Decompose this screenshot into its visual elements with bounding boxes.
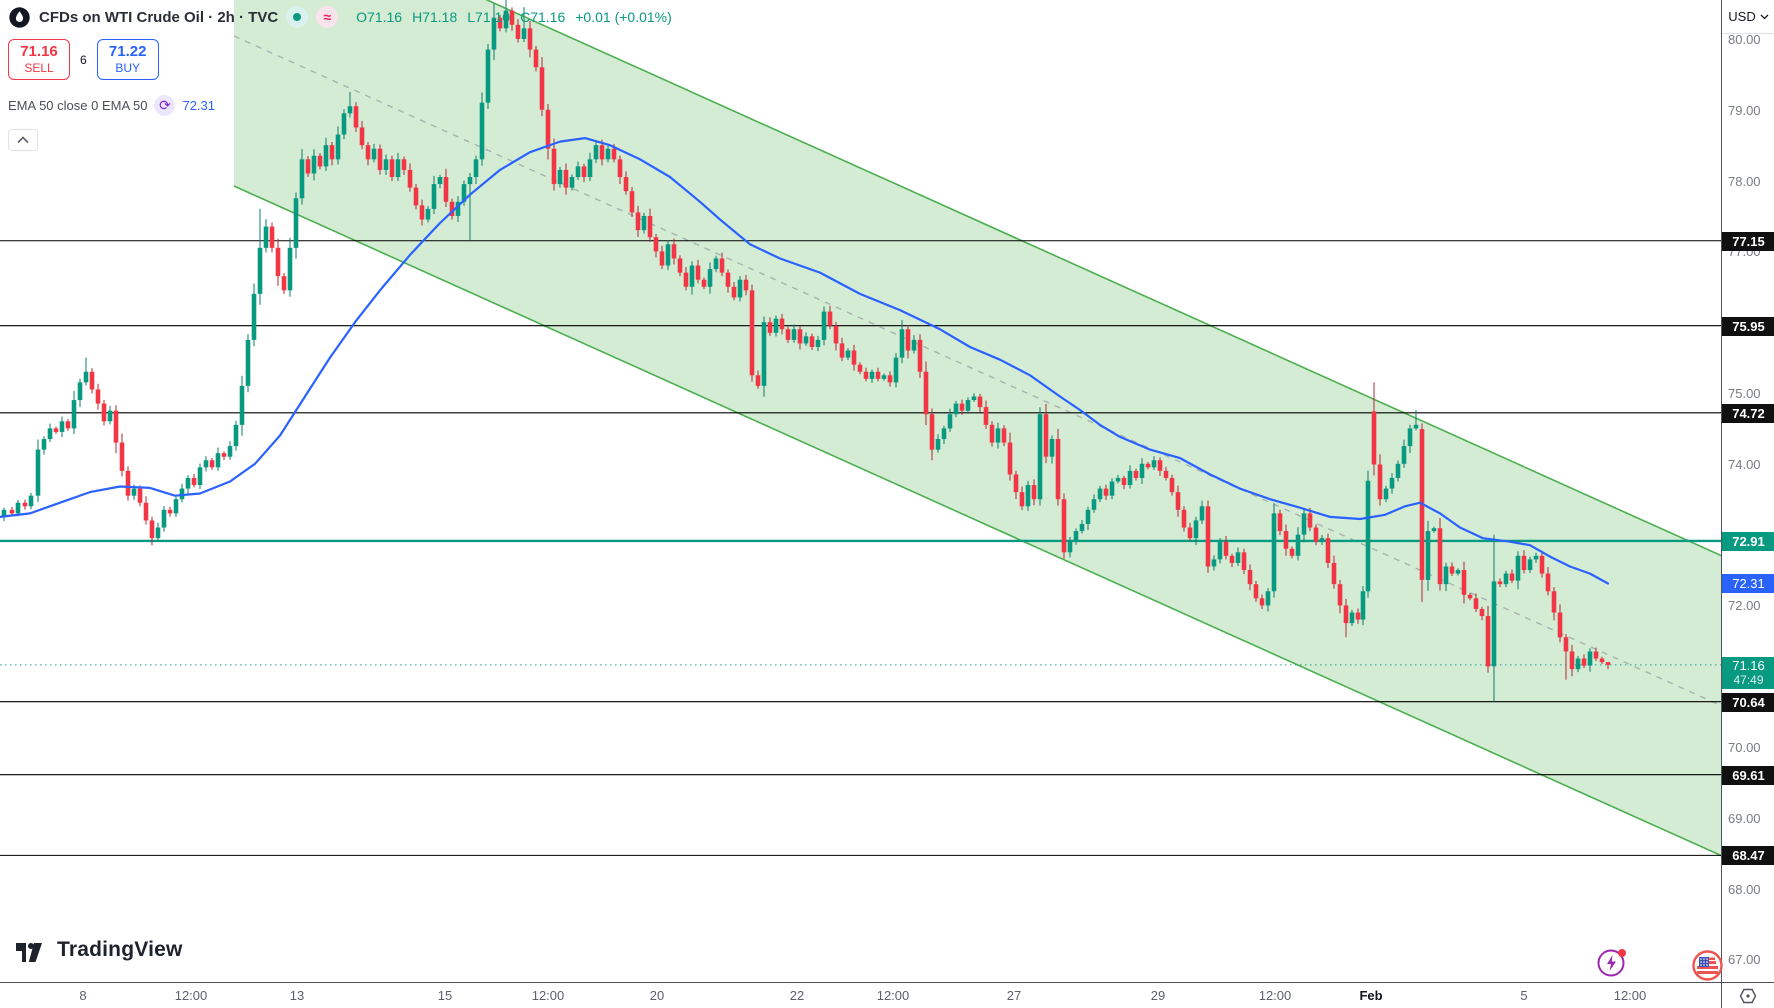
- currency-label: USD: [1728, 9, 1756, 24]
- price-level-badge: 69.61: [1722, 765, 1774, 785]
- sell-button[interactable]: 71.16 SELL: [8, 39, 70, 80]
- ohlc-low: L71.10: [467, 9, 511, 25]
- price-tick: 74.00: [1728, 456, 1761, 472]
- symbol-title[interactable]: CFDs on WTI Crude Oil · 2h · TVC: [39, 8, 279, 26]
- ema-indicator-value: 72.31: [182, 98, 216, 113]
- time-tick: 12:00: [1613, 988, 1647, 1003]
- price-level-badge: 68.47: [1722, 846, 1774, 866]
- time-axis[interactable]: 8 12:00 13 15 12:00 20 22 12:00 27 29 12:00 Feb 5 12:…: [0, 982, 1721, 1008]
- ohlc-change: +0.01 (+0.01%): [575, 9, 672, 25]
- price-level-badge: 72.91: [1722, 531, 1774, 551]
- price-level-badge: 77.15: [1722, 231, 1774, 251]
- market-open-dot: [293, 13, 302, 21]
- us-economic-event-icon[interactable]: [1692, 950, 1723, 981]
- price-tick: 70.00: [1728, 740, 1761, 756]
- tradingview-logo-text: TradingView: [57, 938, 183, 961]
- price-tick: 79.00: [1728, 102, 1761, 118]
- time-tick: 12:00: [531, 988, 565, 1003]
- timezone-settings-icon[interactable]: [1739, 988, 1757, 1004]
- time-tick: 22: [789, 988, 805, 1003]
- ohlc-open: O71.16: [356, 9, 403, 25]
- sell-price: 71.16: [20, 43, 58, 60]
- time-tick: 29: [1150, 988, 1166, 1003]
- price-tick: 68.00: [1728, 881, 1761, 897]
- market-status-icon[interactable]: [286, 6, 309, 28]
- price-level-badge: 74.72: [1722, 403, 1774, 423]
- sell-label: SELL: [24, 61, 54, 75]
- buy-button[interactable]: 71.22 BUY: [96, 39, 159, 80]
- price-level-badge: 75.95: [1722, 316, 1774, 336]
- chart-canvas[interactable]: [0, 0, 1721, 982]
- trade-panel: 71.16 SELL 6 71.22 BUY: [8, 39, 672, 80]
- delayed-data-icon[interactable]: ≈: [316, 6, 339, 28]
- currency-selector[interactable]: USD: [1722, 0, 1774, 34]
- price-tick: 80.00: [1728, 31, 1761, 47]
- ohlc-values: O71.16 H71.18 L71.10 C71.16 +0.01 (+0.01…: [356, 9, 672, 25]
- price-tick: 72.00: [1728, 598, 1761, 614]
- ohlc-high: H71.18: [412, 9, 458, 25]
- symbol-title-row: CFDs on WTI Crude Oil · 2h · TVC ≈ O71.1…: [8, 5, 672, 29]
- time-tick: 20: [649, 988, 665, 1003]
- time-tick: 12:00: [876, 988, 910, 1003]
- price-level-badge: 70.64: [1722, 692, 1774, 712]
- time-tick: 8: [79, 988, 87, 1003]
- collapse-legend-button[interactable]: [8, 129, 38, 151]
- news-flash-icon[interactable]: [1596, 946, 1628, 978]
- chart-legend: CFDs on WTI Crude Oil · 2h · TVC ≈ O71.1…: [8, 5, 672, 151]
- bar-countdown: 47:49: [1733, 672, 1764, 687]
- time-tick: 12:00: [174, 988, 208, 1003]
- buy-label: BUY: [115, 61, 141, 75]
- price-tick: 78.00: [1728, 173, 1761, 189]
- candlestick-chart: [0, 0, 1721, 857]
- tradingview-logo[interactable]: TradingView: [16, 938, 183, 962]
- price-tick: 69.00: [1728, 810, 1761, 826]
- current-price-value: 71.16: [1732, 657, 1765, 673]
- time-tick: 12:00: [1258, 988, 1292, 1003]
- price-tick: 67.00: [1728, 952, 1761, 968]
- indicator-loading-icon: ⟳: [154, 95, 176, 116]
- price-axis[interactable]: USD 80.00 79.00 78.00 77.00 75.00 74.00 72.00 7…: [1721, 0, 1774, 982]
- chevron-down-icon: [1760, 14, 1769, 19]
- ema-indicator-label: EMA 50 close 0 EMA 50: [8, 98, 148, 113]
- time-tick: 13: [289, 988, 305, 1003]
- buy-price: 71.22: [108, 43, 147, 60]
- ema-value-badge: 72.31: [1722, 574, 1774, 594]
- tradingview-logo-icon: [16, 943, 42, 962]
- crude-oil-icon: [9, 6, 30, 28]
- spread-value: 6: [80, 52, 87, 67]
- time-tick: Feb: [1359, 988, 1383, 1003]
- ema-indicator-legend[interactable]: EMA 50 close 0 EMA 50 ⟳ 72.31: [8, 94, 220, 117]
- time-tick: 5: [1520, 988, 1528, 1003]
- time-axis-corner: [1721, 982, 1774, 1008]
- time-tick: 15: [437, 988, 453, 1003]
- ohlc-close: C71.16: [520, 9, 566, 25]
- chevron-up-icon: [17, 136, 29, 144]
- time-tick: 27: [1006, 988, 1022, 1003]
- price-tick: 75.00: [1728, 385, 1761, 401]
- current-price-badge: 71.16 47:49: [1722, 656, 1774, 689]
